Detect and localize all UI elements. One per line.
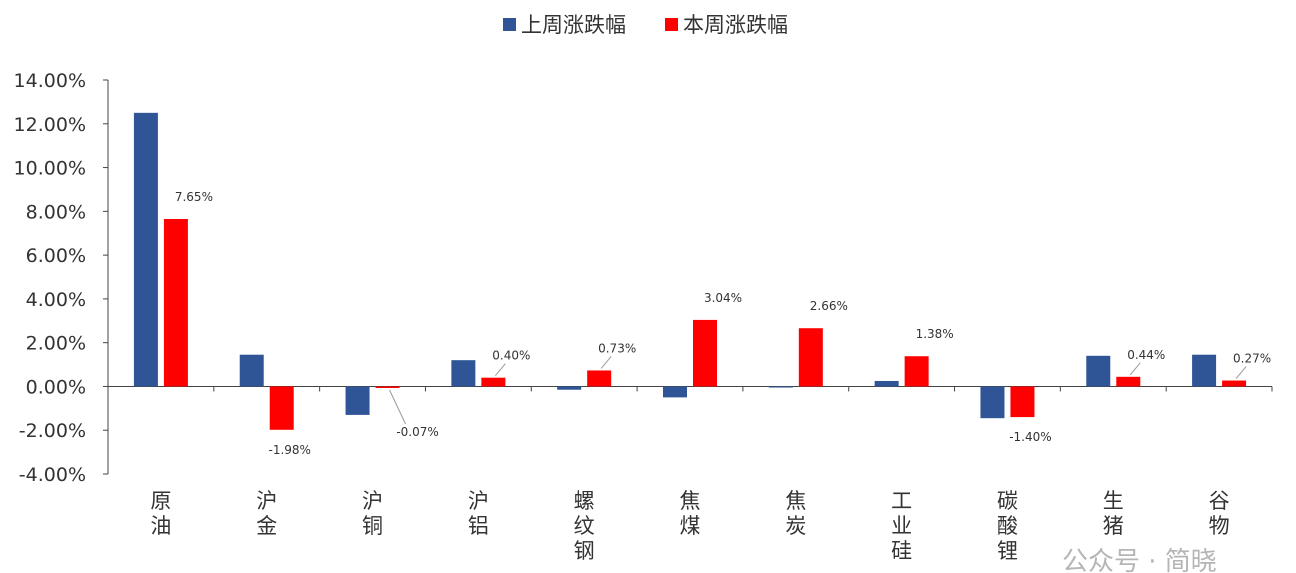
y-tick-label: -4.00%: [19, 464, 86, 486]
data-label: 3.04%: [704, 291, 742, 305]
data-label: 1.38%: [916, 327, 954, 341]
data-label: 0.27%: [1233, 352, 1271, 366]
x-tick-label: 沪铜: [362, 489, 383, 538]
data-label: 0.40%: [492, 349, 530, 363]
data-label-leader: [389, 389, 406, 425]
bar-this-week: [375, 386, 400, 388]
legend-swatch: [503, 18, 516, 31]
x-tick-label: 工业硅: [891, 489, 912, 563]
bar-last-week: [557, 386, 582, 390]
data-label: 7.65%: [175, 190, 213, 204]
x-tick-label: 生猪: [1103, 489, 1124, 538]
bar-last-week: [1192, 354, 1217, 387]
data-label-leader: [600, 356, 612, 369]
y-tick-label: 12.00%: [14, 114, 86, 136]
data-label: 2.66%: [810, 299, 848, 313]
y-tick-label: 4.00%: [26, 289, 86, 311]
x-tick-label: 沪金: [256, 489, 277, 538]
x-tick-label: 原油: [150, 489, 171, 538]
y-axis: 14.00% 12.00% 10.00% 8.00% 6.00% 4.00% 2.00% 0.…: [14, 70, 109, 486]
bar-last-week: [663, 386, 687, 398]
y-tick-label: 0.00%: [26, 376, 86, 398]
data-labels: 7.65% -1.98% -0.07% 0.40% 0.73% 3.04% 2.66% 1.3…: [175, 190, 1271, 457]
bar-this-week: [1010, 386, 1035, 418]
bar-this-week: [798, 328, 823, 387]
bar-this-week: [269, 386, 294, 430]
legend-label: 上周涨跌幅: [521, 13, 626, 37]
x-tick-label: 焦煤: [680, 489, 701, 538]
legend-swatch: [665, 18, 678, 31]
data-label-leader: [1129, 362, 1141, 376]
x-tick-label: 碳酸锂: [997, 489, 1018, 563]
bar-last-week: [133, 112, 158, 387]
data-label: -1.98%: [269, 443, 311, 457]
watermark: 公众号 · 简晓: [1062, 547, 1217, 573]
bar-this-week: [904, 356, 929, 387]
bar-last-week: [345, 386, 370, 415]
legend-label: 本周涨跌幅: [683, 13, 788, 37]
data-label: 0.73%: [598, 341, 636, 355]
data-label: -0.07%: [396, 425, 438, 439]
y-tick-label: -2.00%: [19, 420, 86, 442]
y-tick-label: 14.00%: [14, 70, 86, 92]
bar-last-week: [1086, 355, 1111, 387]
bar-this-week: [481, 377, 506, 387]
bar-this-week: [163, 218, 188, 387]
y-tick-label: 6.00%: [26, 245, 86, 267]
bar-this-week: [1116, 376, 1141, 387]
bars: [133, 112, 1247, 430]
x-tick-label: 沪铝: [468, 489, 489, 538]
bar-last-week: [451, 360, 476, 387]
bar-this-week: [587, 370, 612, 387]
bar-last-week: [239, 354, 264, 387]
legend: 上周涨跌幅 本周涨跌幅: [503, 13, 788, 37]
y-tick-label: 8.00%: [26, 201, 86, 223]
bar-last-week: [874, 380, 899, 387]
x-tick-label: 焦炭: [785, 489, 806, 538]
data-label: 0.44%: [1127, 348, 1165, 362]
data-label-leader: [494, 363, 506, 377]
x-tick-label: 螺纹钢: [574, 489, 595, 563]
y-tick-label: 2.00%: [26, 333, 86, 355]
y-tick-label: 10.00%: [14, 158, 86, 180]
x-axis: 原油 沪金 沪铜 沪铝 螺纹钢 焦煤 焦炭 工业硅 碳酸锂 生猪 谷物: [107, 385, 1273, 563]
bar-last-week: [980, 386, 1005, 419]
data-label-leader: [1235, 366, 1247, 379]
bar-last-week: [768, 386, 793, 388]
data-label: -1.40%: [1009, 430, 1051, 444]
bar-this-week: [1222, 380, 1247, 387]
bar-this-week: [693, 319, 717, 387]
x-tick-label: 谷物: [1209, 489, 1230, 538]
